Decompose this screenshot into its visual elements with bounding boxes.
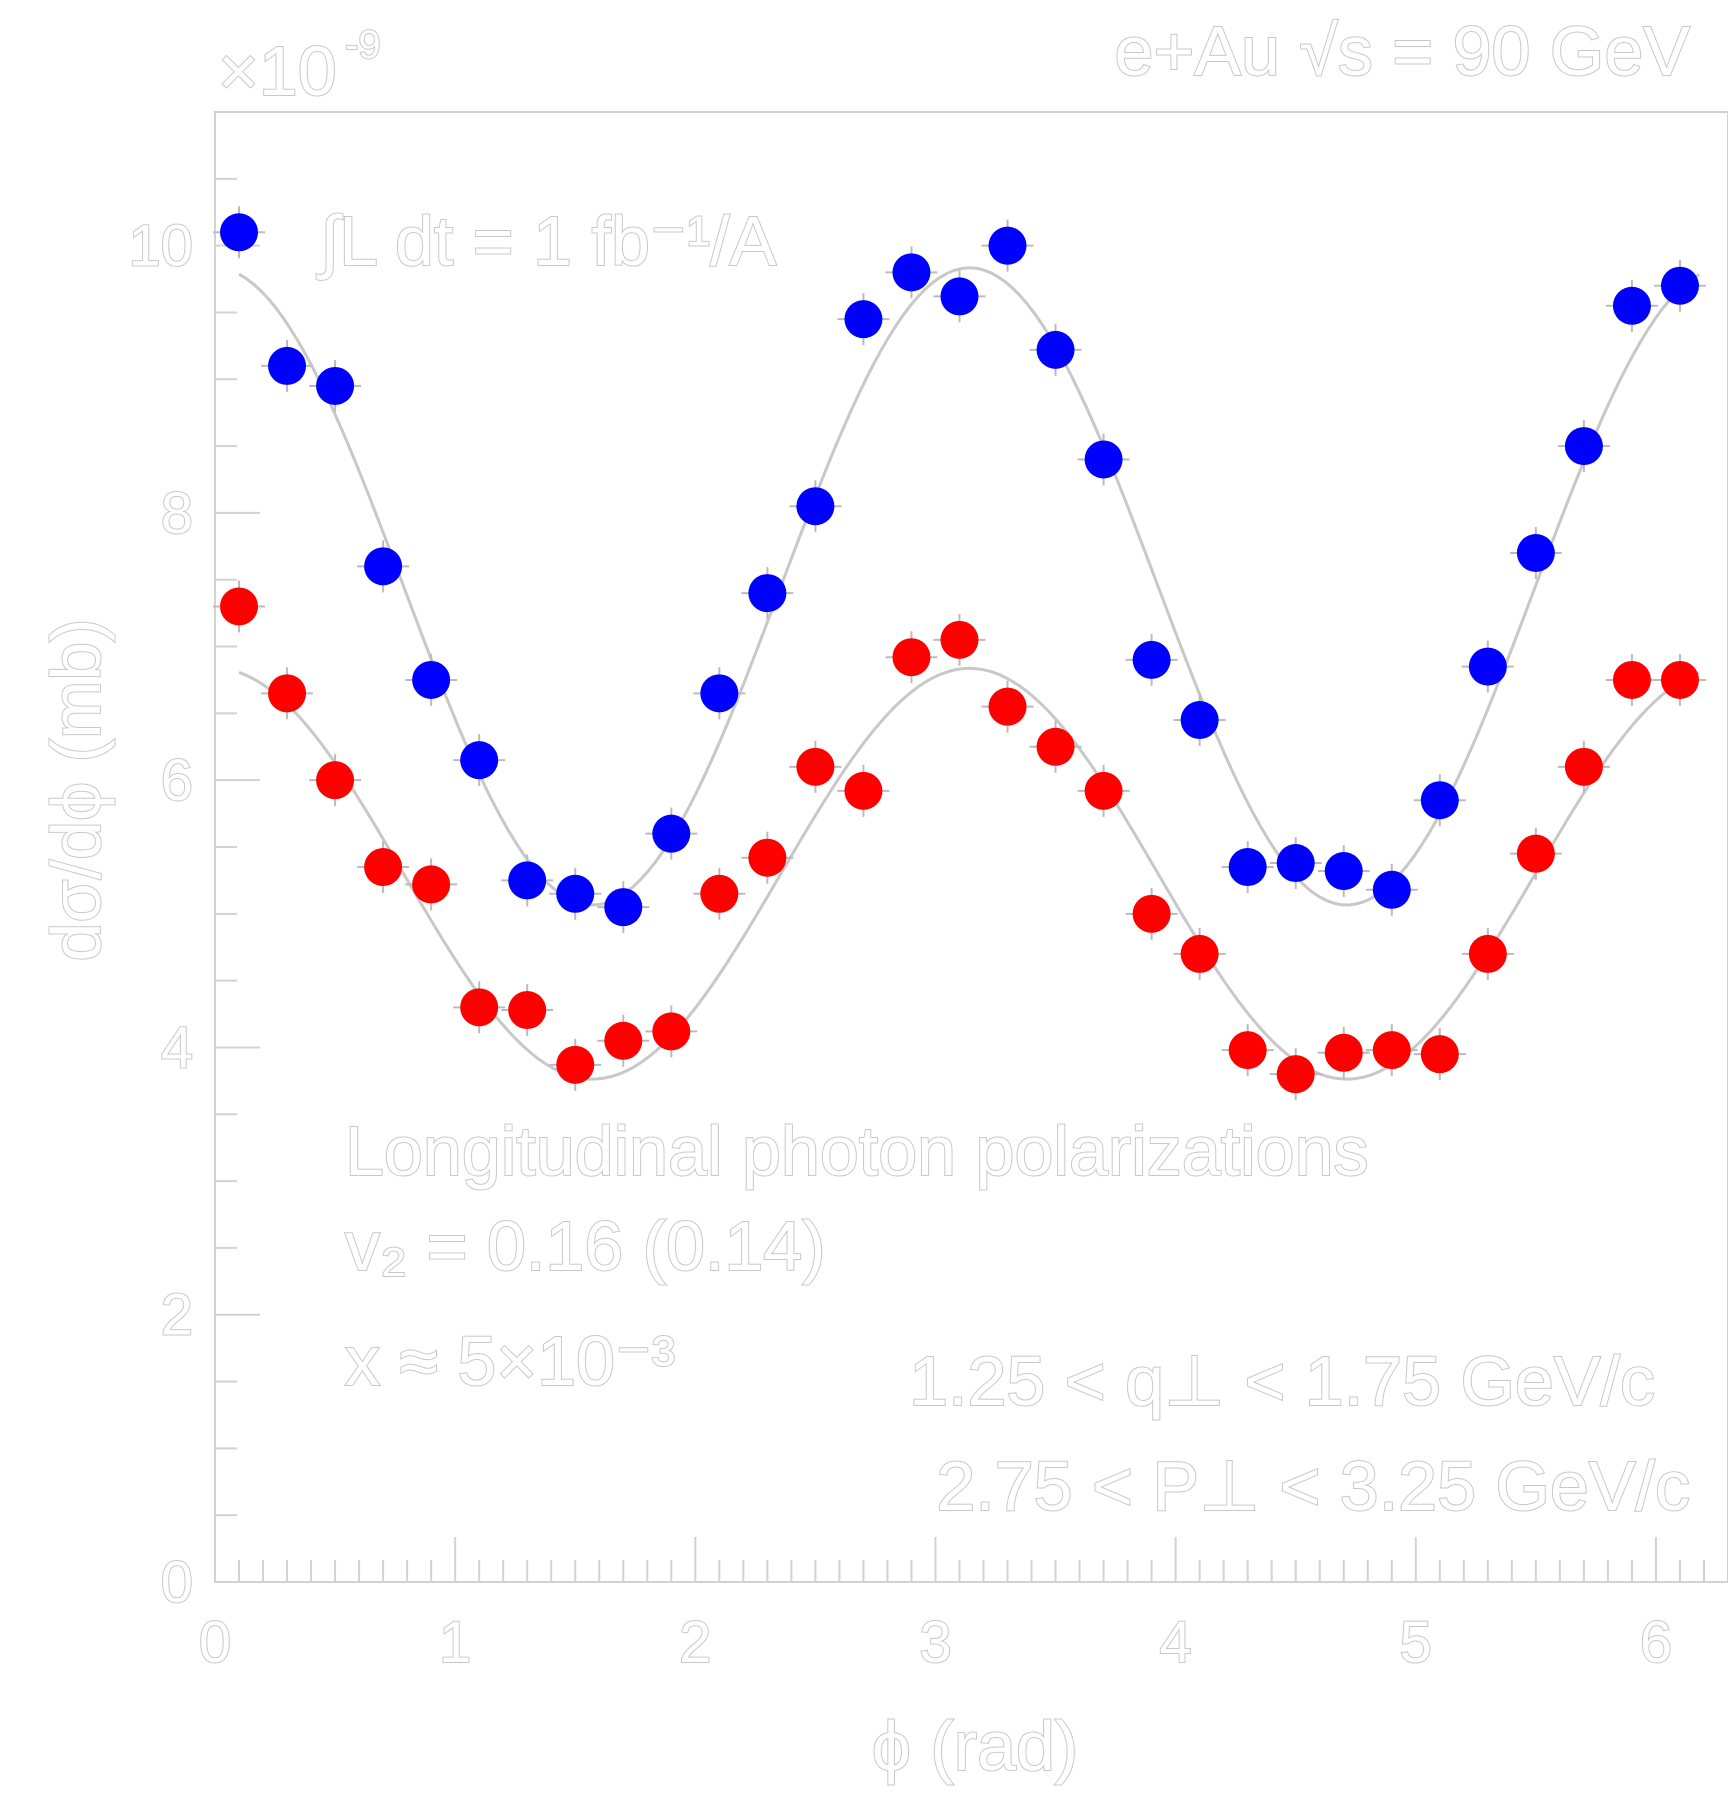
blue-data-point [1564, 427, 1603, 466]
blue-data-point [1180, 701, 1219, 740]
blue-data-point [508, 861, 547, 900]
red-data-point [1228, 1031, 1267, 1070]
red-data-point [1084, 771, 1123, 810]
fit-curve [238, 266, 1700, 907]
blue-data-point [1516, 534, 1555, 572]
chart-title: e+Au √s = 90 GeV [1115, 12, 1691, 90]
blue-data-point [700, 674, 739, 713]
blue-data-point [1660, 266, 1699, 305]
v2-label: v₂ = 0.16 (0.14) [345, 1207, 826, 1285]
blue-data-point [364, 547, 403, 586]
y-tick-label: 2 [161, 1283, 193, 1348]
red-data-point [220, 587, 259, 626]
red-data-point [1324, 1033, 1363, 1072]
blue-data-point [1468, 647, 1507, 686]
red-data-point [1660, 660, 1699, 699]
x-tick-label: 1 [439, 1610, 471, 1675]
axis-ticks [214, 111, 1728, 1583]
x-tick-labels: 0 1 2 3 4 5 6 [198, 1609, 1673, 1676]
blue-data-point [1276, 844, 1315, 883]
polarization-label: Longitudinal photon polarizations [345, 1112, 1369, 1190]
red-data-point [412, 865, 451, 904]
blue-data-point [268, 346, 307, 385]
blue-data-point [1228, 848, 1267, 887]
blue-data-point [1372, 870, 1411, 909]
y-tick-label: 8 [161, 481, 193, 546]
blue-data-point [652, 814, 691, 853]
blue-data-point [316, 366, 355, 405]
y-tick-label: 0 [161, 1550, 193, 1615]
y-multiplier: ×10 [218, 32, 337, 110]
red-data-point [1468, 934, 1507, 973]
red-data-point [268, 674, 307, 713]
blue-data-point [556, 874, 595, 913]
x-axis-label: ϕ (rad) [872, 1707, 1078, 1785]
bjorken-x-label: x ≈ 5×10⁻³ [345, 1322, 675, 1400]
red-data-point [1372, 1031, 1411, 1070]
red-data-point [604, 1021, 643, 1060]
blue-data-point [1324, 852, 1363, 891]
x-tick-label: 3 [919, 1610, 951, 1675]
blue-data-point [1420, 781, 1459, 820]
blue-data-point [220, 213, 259, 252]
red-data-point [1036, 727, 1075, 766]
red-data-point [1516, 834, 1555, 873]
x-tick-label: 6 [1640, 1610, 1672, 1675]
red-data-point [844, 771, 883, 810]
red-data-point [796, 747, 835, 786]
red-data-point [988, 687, 1027, 726]
x-tick-label: 0 [199, 1610, 231, 1675]
q-perp-range-label: 1.25 < q⊥ < 1.75 GeV/c [909, 1342, 1655, 1420]
red-data-point [1276, 1055, 1315, 1094]
p-perp-range-label: 2.75 < P⊥ < 3.25 GeV/c [936, 1447, 1690, 1525]
red-data-point [364, 848, 403, 887]
y-axis-label: dσ/dϕ (mb) [37, 618, 115, 961]
blue-data-point [1036, 330, 1075, 369]
red-data-point [1564, 747, 1603, 786]
y-tick-label: 10 [128, 214, 193, 279]
blue-data-point [1084, 440, 1123, 479]
red-data-point [892, 638, 931, 677]
red-data-point [556, 1045, 595, 1084]
red-data-point [700, 874, 739, 913]
x-tick-label: 4 [1160, 1610, 1192, 1675]
blue-data-point [844, 300, 883, 339]
red-data-point [508, 991, 547, 1030]
luminosity-label: ∫L dt = 1 fb⁻¹/A [316, 202, 777, 280]
blue-data-point [460, 741, 499, 780]
blue-data-point [412, 660, 451, 699]
blue-data-point [604, 888, 643, 927]
data-points [213, 206, 1706, 1101]
red-data-point [748, 838, 787, 877]
red-data-point [940, 620, 979, 659]
blue-data-point [988, 226, 1027, 265]
blue-data-point [1612, 286, 1651, 325]
red-data-point [1132, 894, 1171, 933]
red-data-point [316, 761, 355, 800]
red-data-point [1180, 934, 1219, 973]
red-data-point [1420, 1035, 1459, 1074]
red-data-point [1612, 660, 1651, 699]
red-data-point [460, 988, 499, 1027]
y-multiplier-exponent: -9 [345, 23, 381, 67]
x-tick-label: 5 [1400, 1610, 1432, 1675]
blue-data-point [748, 574, 787, 613]
blue-data-point [1132, 640, 1171, 679]
y-tick-label: 4 [161, 1015, 193, 1080]
y-tick-label: 6 [161, 748, 193, 813]
blue-data-point [796, 487, 835, 526]
red-data-point [652, 1012, 691, 1051]
blue-data-point [940, 277, 979, 316]
blue-data-point [892, 253, 931, 292]
y-tick-labels: 0 2 4 6 8 10 [127, 213, 194, 1616]
x-tick-label: 2 [679, 1610, 711, 1675]
